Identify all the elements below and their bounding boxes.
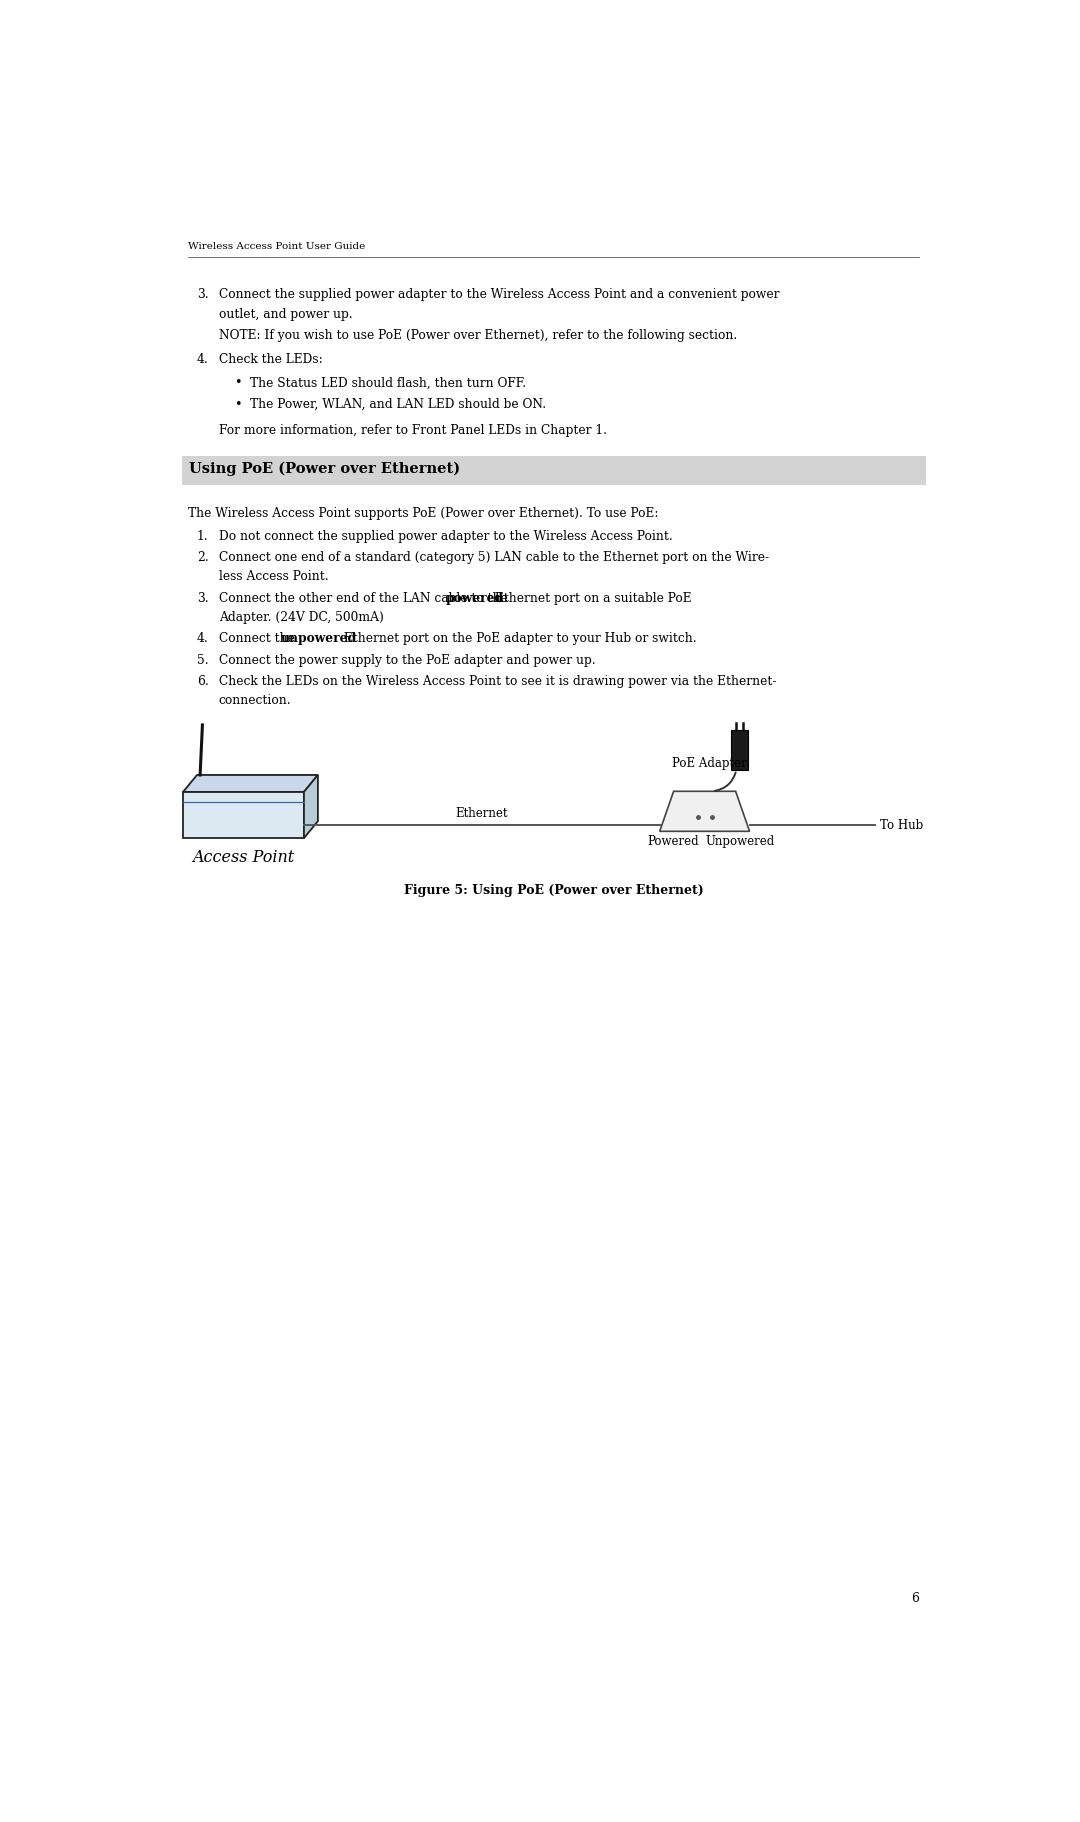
Text: Adapter. (24V DC, 500mA): Adapter. (24V DC, 500mA) [218, 610, 383, 623]
Text: connection.: connection. [218, 694, 292, 707]
Text: Ethernet: Ethernet [456, 807, 508, 820]
Text: 4.: 4. [197, 632, 208, 645]
Text: Using PoE (Power over Ethernet): Using PoE (Power over Ethernet) [189, 461, 460, 476]
Text: Check the LEDs on the Wireless Access Point to see it is drawing power via the E: Check the LEDs on the Wireless Access Po… [218, 676, 777, 689]
Text: 3.: 3. [197, 592, 208, 605]
Text: Unpowered: Unpowered [705, 834, 775, 849]
Text: •: • [234, 397, 242, 412]
Polygon shape [660, 791, 750, 831]
Text: Connect the other end of the LAN cable to the: Connect the other end of the LAN cable t… [218, 592, 512, 605]
Text: Connect the: Connect the [218, 632, 298, 645]
Text: Check the LEDs:: Check the LEDs: [218, 353, 323, 366]
Text: 2.: 2. [197, 552, 208, 565]
Text: powered: powered [446, 592, 503, 605]
Text: Powered: Powered [648, 834, 700, 849]
Text: Connect the supplied power adapter to the Wireless Access Point and a convenient: Connect the supplied power adapter to th… [218, 288, 779, 301]
Polygon shape [183, 774, 318, 793]
Text: Ethernet port on the PoE adapter to your Hub or switch.: Ethernet port on the PoE adapter to your… [339, 632, 697, 645]
Text: •: • [234, 377, 242, 390]
Text: Do not connect the supplied power adapter to the Wireless Access Point.: Do not connect the supplied power adapte… [218, 530, 673, 543]
Text: 5.: 5. [197, 654, 208, 667]
Text: less Access Point.: less Access Point. [218, 570, 328, 583]
Text: The Wireless Access Point supports PoE (Power over Ethernet). To use PoE:: The Wireless Access Point supports PoE (… [188, 507, 658, 519]
Text: For more information, refer to Front Panel LEDs in Chapter 1.: For more information, refer to Front Pan… [218, 425, 607, 437]
FancyBboxPatch shape [731, 729, 748, 769]
Text: Figure 5: Using PoE (Power over Ethernet): Figure 5: Using PoE (Power over Ethernet… [404, 884, 703, 896]
Text: 1.: 1. [197, 530, 208, 543]
Text: Access Point: Access Point [192, 849, 295, 865]
Polygon shape [183, 793, 303, 838]
Text: 3.: 3. [197, 288, 208, 301]
Text: Ethernet port on a suitable PoE: Ethernet port on a suitable PoE [490, 592, 691, 605]
FancyBboxPatch shape [181, 456, 926, 485]
Text: 6: 6 [912, 1592, 919, 1605]
Text: NOTE: If you wish to use PoE (Power over Ethernet), refer to the following secti: NOTE: If you wish to use PoE (Power over… [218, 328, 737, 343]
Text: To Hub: To Hub [880, 818, 923, 831]
Text: 4.: 4. [197, 353, 208, 366]
Text: PoE Adapter: PoE Adapter [672, 756, 746, 769]
Text: outlet, and power up.: outlet, and power up. [218, 308, 352, 321]
Text: The Status LED should flash, then turn OFF.: The Status LED should flash, then turn O… [249, 377, 526, 390]
Polygon shape [303, 774, 318, 838]
Text: Wireless Access Point User Guide: Wireless Access Point User Guide [188, 242, 365, 251]
Text: unpowered: unpowered [281, 632, 356, 645]
Text: 6.: 6. [197, 676, 208, 689]
Text: Connect one end of a standard (category 5) LAN cable to the Ethernet port on the: Connect one end of a standard (category … [218, 552, 769, 565]
Text: The Power, WLAN, and LAN LED should be ON.: The Power, WLAN, and LAN LED should be O… [249, 397, 545, 412]
Text: Connect the power supply to the PoE adapter and power up.: Connect the power supply to the PoE adap… [218, 654, 595, 667]
